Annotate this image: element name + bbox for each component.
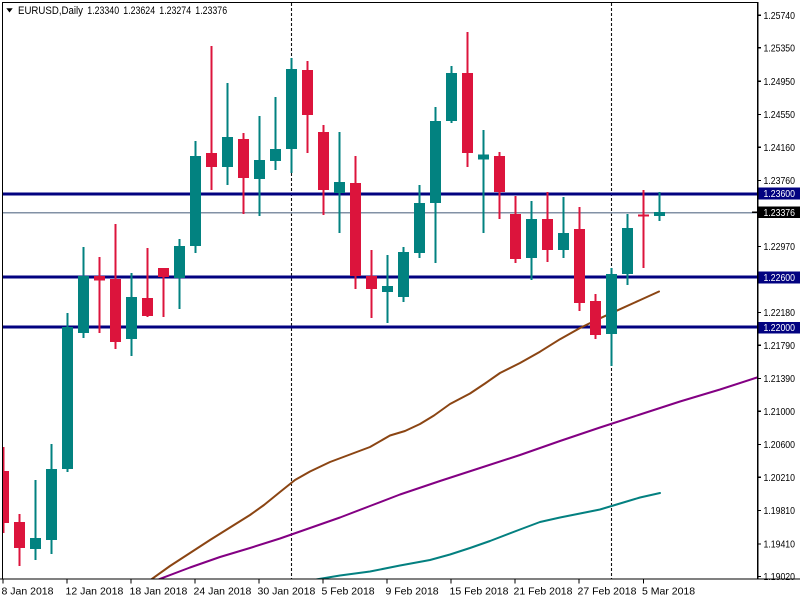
svg-text:1.19020: 1.19020	[764, 571, 796, 583]
svg-text:1.19810: 1.19810	[764, 505, 796, 517]
svg-text:1.23376: 1.23376	[764, 207, 796, 219]
svg-text:1.24550: 1.24550	[764, 109, 796, 121]
svg-text:1.23376: 1.23376	[195, 5, 227, 17]
svg-text:1.20600: 1.20600	[764, 439, 796, 451]
svg-text:1.20210: 1.20210	[764, 472, 796, 484]
svg-text:9 Feb 2018: 9 Feb 2018	[386, 586, 439, 598]
svg-text:30 Jan 2018: 30 Jan 2018	[258, 586, 316, 598]
svg-text:8 Jan 2018: 8 Jan 2018	[2, 586, 54, 598]
svg-text:18 Jan 2018: 18 Jan 2018	[130, 586, 188, 598]
svg-text:1.24160: 1.24160	[764, 142, 796, 154]
svg-text:15 Feb 2018: 15 Feb 2018	[450, 586, 509, 598]
svg-text:1.21390: 1.21390	[764, 373, 796, 385]
svg-text:1.23274: 1.23274	[159, 5, 191, 17]
svg-text:1.21000: 1.21000	[764, 406, 796, 418]
svg-text:1.21790: 1.21790	[764, 340, 796, 352]
svg-text:1.22180: 1.22180	[764, 307, 796, 319]
svg-text:1.23340: 1.23340	[87, 5, 119, 17]
svg-text:27 Feb 2018: 27 Feb 2018	[578, 586, 637, 598]
svg-text:1.23624: 1.23624	[123, 5, 155, 17]
svg-text:5 Feb 2018: 5 Feb 2018	[322, 586, 375, 598]
svg-text:1.22600: 1.22600	[764, 272, 796, 284]
svg-text:21 Feb 2018: 21 Feb 2018	[514, 586, 573, 598]
svg-text:5 Mar 2018: 5 Mar 2018	[642, 586, 695, 598]
svg-text:24 Jan 2018: 24 Jan 2018	[194, 586, 252, 598]
svg-text:1.23760: 1.23760	[764, 175, 796, 187]
svg-text:1.25350: 1.25350	[764, 42, 796, 54]
svg-text:1.22000: 1.22000	[764, 322, 796, 334]
svg-text:1.24950: 1.24950	[764, 76, 796, 88]
svg-text:EURUSD,Daily: EURUSD,Daily	[18, 5, 83, 17]
svg-text:1.25740: 1.25740	[764, 10, 796, 22]
svg-text:1.19410: 1.19410	[764, 539, 796, 551]
svg-text:1.22970: 1.22970	[764, 241, 796, 253]
svg-text:12 Jan 2018: 12 Jan 2018	[66, 586, 124, 598]
svg-text:1.23600: 1.23600	[764, 188, 796, 200]
